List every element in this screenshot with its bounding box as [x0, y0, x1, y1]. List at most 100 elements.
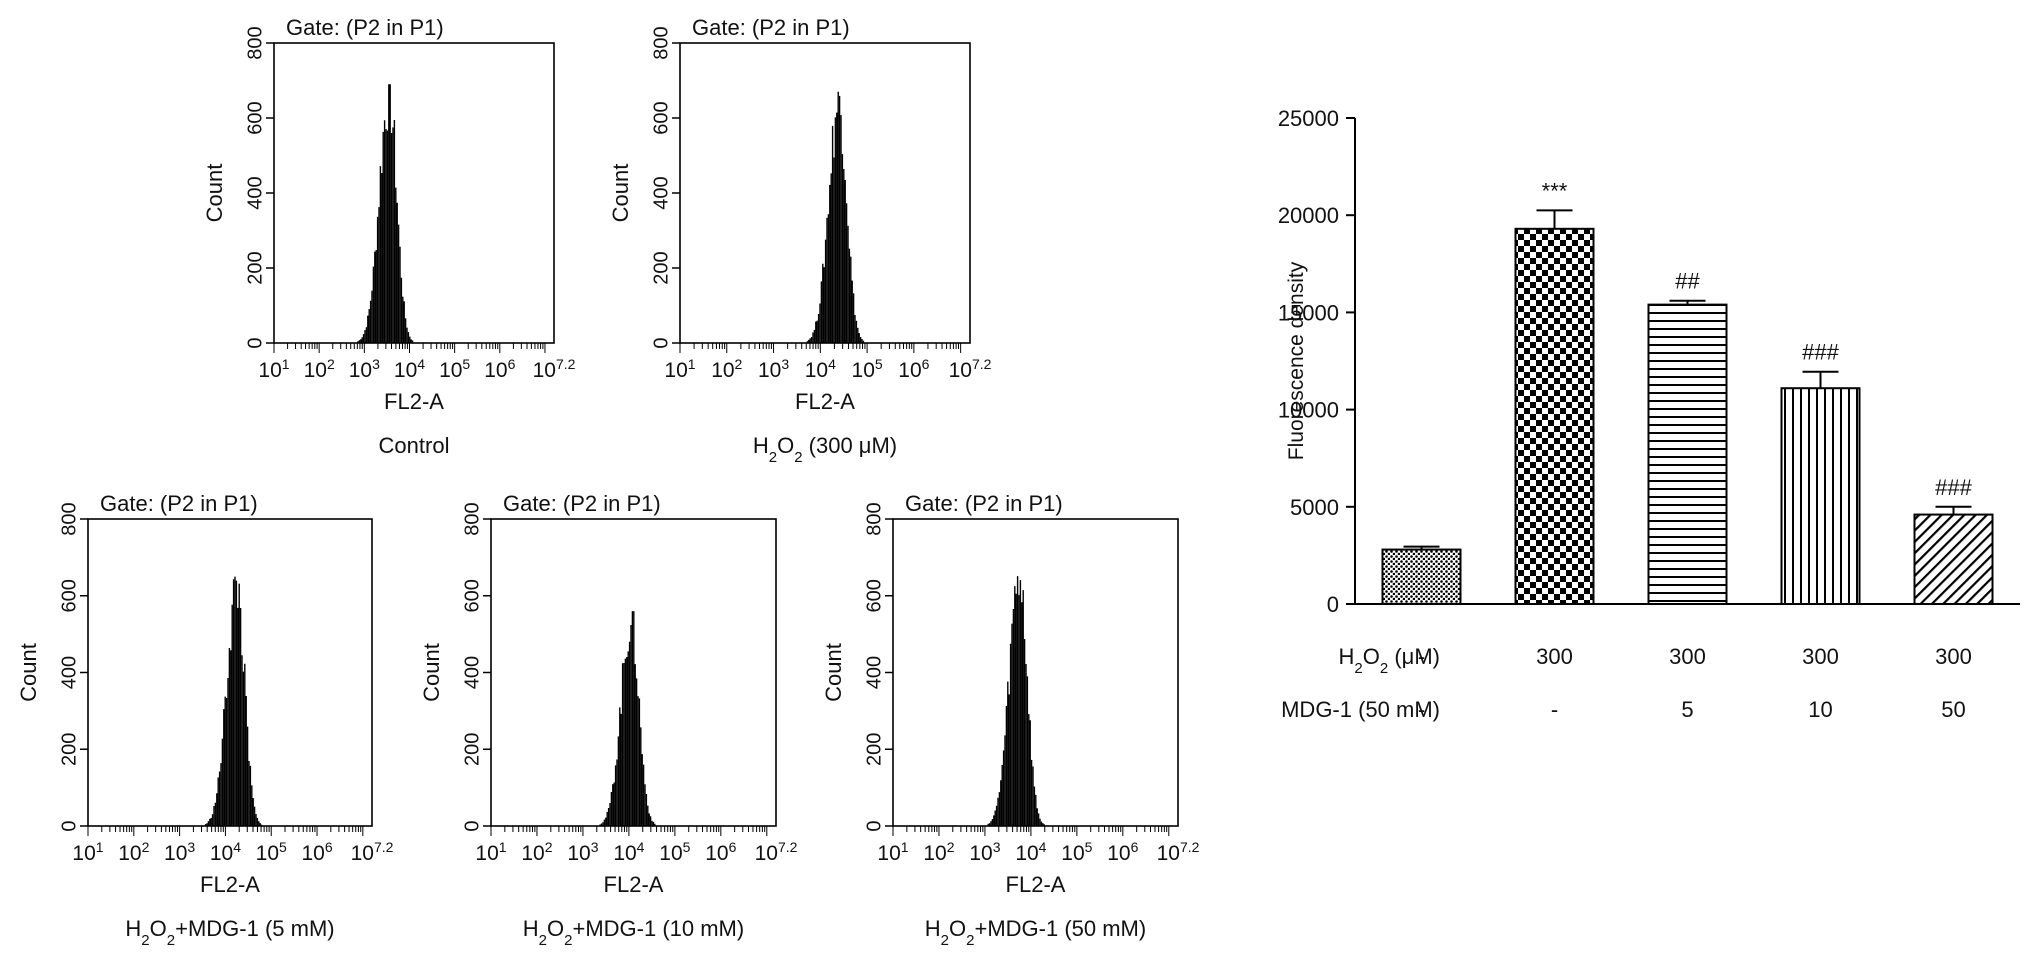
significance-label: *** [1542, 178, 1568, 203]
y-axis-label: Count [821, 643, 846, 702]
x-tick-label: 105 [256, 839, 287, 865]
x-tick-label: 102 [711, 356, 742, 382]
histogram-bins [987, 576, 1045, 826]
bar [1381, 548, 1462, 605]
y-axis-label: Count [16, 643, 41, 702]
significance-label: ### [1935, 475, 1972, 500]
histogram-panel-h2o2: Gate: (P2 in P1) 0 200 400 600 800 Count 101 102… [608, 15, 992, 466]
y-axis-label: Count [608, 164, 633, 223]
histogram-bins [599, 611, 656, 826]
row-value: 10 [1808, 697, 1832, 722]
x-tick-label: 105 [1061, 839, 1092, 865]
row-value: 300 [1669, 644, 1706, 669]
panel-caption: H2O2+MDG-1 (50 mM) [925, 916, 1146, 949]
x-tick-label: 107.2 [351, 839, 394, 865]
row-value: - [1418, 644, 1425, 669]
y-tick-label: 5000 [1290, 495, 1339, 520]
y-tick-label: 0 [650, 337, 672, 348]
x-tick-label: 102 [923, 839, 954, 865]
x-tick-label: 101 [664, 356, 695, 382]
panel-caption: H2O2+MDG-1 (10 mM) [523, 916, 744, 949]
panel-caption: H2O2+MDG-1 (5 mM) [125, 916, 334, 949]
y-tick-label: 400 [58, 656, 80, 689]
row-value: 300 [1935, 644, 1972, 669]
y-tick-label: 200 [461, 733, 483, 766]
y-tick-label: 200 [244, 251, 266, 284]
histogram-bins [357, 84, 414, 343]
x-tick-label: 102 [304, 356, 335, 382]
y-tick-label: 400 [863, 656, 885, 689]
x-tick-label: 106 [705, 839, 736, 865]
row-label: H2O2 (μM) [1339, 644, 1440, 677]
y-tick-label: 600 [650, 101, 672, 134]
x-tick-label: 101 [258, 356, 289, 382]
x-tick-label: 102 [521, 839, 552, 865]
x-axis-label: FL2-A [795, 389, 855, 414]
x-tick-label: 106 [898, 356, 929, 382]
row-value: 50 [1941, 697, 1965, 722]
y-tick-label: 15000 [1278, 300, 1339, 325]
y-tick-label: 600 [244, 101, 266, 134]
y-tick-label: 200 [650, 251, 672, 284]
x-tick-label: 101 [475, 839, 506, 865]
histogram-panel-mdg1-5mm: Gate: (P2 in P1) 0 200 400 600 800 Count 101 102… [16, 491, 394, 949]
gate-label: Gate: (P2 in P1) [503, 491, 661, 516]
bar-chart-panel: 0 5000 10000 15000 20000 25000 Fluorescence de… [1278, 106, 2020, 722]
row-value: - [1418, 697, 1425, 722]
significance-label: ## [1675, 269, 1700, 294]
x-tick-label: 102 [118, 839, 149, 865]
significance-label: ### [1802, 340, 1839, 365]
bar [1780, 387, 1861, 605]
panel-caption: H2O2 (300 μM) [753, 433, 897, 466]
y-tick-label: 400 [461, 656, 483, 689]
x-tick-label: 104 [613, 839, 644, 865]
x-tick-label: 103 [164, 839, 195, 865]
x-tick-label: 105 [852, 356, 883, 382]
gate-label: Gate: (P2 in P1) [905, 491, 1063, 516]
y-tick-label: 800 [244, 26, 266, 59]
y-tick-label: 400 [244, 176, 266, 209]
histogram-panel-mdg1-10mm: Gate: (P2 in P1) 0 200 400 600 800 Count 101 102… [419, 491, 798, 949]
y-tick-label: 800 [863, 502, 885, 535]
y-tick-label: 600 [58, 579, 80, 612]
x-tick-label: 106 [484, 356, 515, 382]
panel-caption: Control [379, 433, 450, 458]
x-tick-label: 104 [394, 356, 425, 382]
x-axis-label: FL2-A [1006, 872, 1066, 897]
x-tick-label: 107.2 [755, 839, 798, 865]
x-tick-label: 104 [1015, 839, 1046, 865]
x-tick-label: 107.2 [533, 356, 576, 382]
gate-label: Gate: (P2 in P1) [692, 15, 850, 40]
y-axis-label: Count [202, 164, 227, 223]
y-tick-label: 0 [461, 820, 483, 831]
x-tick-label: 103 [758, 356, 789, 382]
bar [1647, 303, 1728, 605]
x-tick-label: 103 [969, 839, 1000, 865]
bar [1913, 513, 1994, 605]
row-value: 300 [1536, 644, 1573, 669]
row-value: 300 [1802, 644, 1839, 669]
y-tick-label: 25000 [1278, 106, 1339, 131]
histogram-panel-control: Gate: (P2 in P1) 0 200 400 600 800 Count 101 102… [202, 15, 576, 458]
gate-label: Gate: (P2 in P1) [286, 15, 444, 40]
bar [1514, 227, 1595, 605]
y-tick-label: 0 [244, 337, 266, 348]
x-axis-label: FL2-A [200, 872, 260, 897]
y-tick-label: 200 [58, 733, 80, 766]
histogram-panel-mdg1-50mm: Gate: (P2 in P1) 0 200 400 600 800 Count 101 102… [821, 491, 1200, 949]
row-value: 5 [1681, 697, 1693, 722]
y-tick-label: 400 [650, 176, 672, 209]
y-axis-label: Count [419, 643, 444, 702]
y-tick-label: 10000 [1278, 398, 1339, 423]
x-tick-label: 107.2 [949, 356, 992, 382]
x-tick-label: 106 [301, 839, 332, 865]
plot-frame [273, 42, 555, 344]
y-tick-label: 800 [650, 26, 672, 59]
x-tick-label: 104 [805, 356, 836, 382]
histogram-bins [806, 91, 865, 343]
x-tick-label: 105 [439, 356, 470, 382]
x-tick-label: 103 [567, 839, 598, 865]
y-tick-label: 0 [863, 820, 885, 831]
y-tick-label: 600 [863, 579, 885, 612]
x-tick-label: 105 [659, 839, 690, 865]
